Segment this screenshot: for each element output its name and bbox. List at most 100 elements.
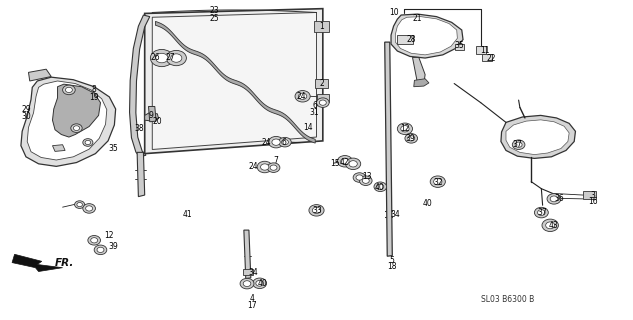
Bar <box>475 46 486 54</box>
Text: 17: 17 <box>248 301 257 310</box>
Text: 39: 39 <box>108 242 118 251</box>
Polygon shape <box>28 69 51 81</box>
Text: 19: 19 <box>89 93 99 102</box>
Ellipse shape <box>312 207 321 213</box>
Text: 13: 13 <box>362 172 372 181</box>
Text: 12: 12 <box>400 124 410 133</box>
Polygon shape <box>385 42 392 256</box>
Ellipse shape <box>337 156 353 167</box>
Ellipse shape <box>85 206 92 211</box>
Text: 43: 43 <box>549 221 559 230</box>
Polygon shape <box>391 14 463 58</box>
Ellipse shape <box>83 139 93 146</box>
Ellipse shape <box>270 165 277 170</box>
Ellipse shape <box>97 247 104 252</box>
Polygon shape <box>153 12 316 149</box>
Text: 21: 21 <box>413 14 422 23</box>
Text: 5: 5 <box>390 256 395 265</box>
Bar <box>316 94 329 102</box>
Ellipse shape <box>309 204 324 216</box>
Text: 9: 9 <box>149 111 153 120</box>
Ellipse shape <box>166 50 186 66</box>
Ellipse shape <box>295 91 310 102</box>
Ellipse shape <box>405 133 418 143</box>
Text: 32: 32 <box>434 178 443 187</box>
Ellipse shape <box>85 140 91 145</box>
Ellipse shape <box>349 161 357 167</box>
Ellipse shape <box>256 280 263 286</box>
Ellipse shape <box>377 184 384 189</box>
Polygon shape <box>501 116 575 158</box>
Ellipse shape <box>298 93 307 100</box>
Text: 33: 33 <box>313 206 323 215</box>
Text: 11: 11 <box>480 45 489 55</box>
Bar <box>398 35 413 44</box>
Text: 40: 40 <box>422 199 432 208</box>
Polygon shape <box>27 81 107 160</box>
Text: 28: 28 <box>406 35 416 44</box>
Text: 27: 27 <box>165 53 175 62</box>
Ellipse shape <box>346 158 361 170</box>
Ellipse shape <box>94 245 107 255</box>
Polygon shape <box>156 21 315 143</box>
Text: 6: 6 <box>312 101 317 110</box>
Text: 8: 8 <box>92 85 97 94</box>
Text: 6: 6 <box>281 138 286 147</box>
Text: 4: 4 <box>249 294 254 303</box>
Text: 40: 40 <box>375 183 384 192</box>
Ellipse shape <box>63 85 75 95</box>
Ellipse shape <box>171 54 182 62</box>
Ellipse shape <box>272 139 280 145</box>
Text: 25: 25 <box>210 14 219 23</box>
Text: 35: 35 <box>108 144 118 153</box>
Ellipse shape <box>534 207 548 218</box>
Polygon shape <box>12 254 63 271</box>
Text: 15: 15 <box>330 159 341 168</box>
Ellipse shape <box>512 140 525 149</box>
Ellipse shape <box>515 142 522 147</box>
Ellipse shape <box>356 175 363 180</box>
Polygon shape <box>145 113 159 121</box>
Ellipse shape <box>546 222 555 229</box>
Text: 3: 3 <box>591 190 596 200</box>
Polygon shape <box>130 15 150 157</box>
Polygon shape <box>244 230 251 278</box>
Text: 7: 7 <box>273 156 278 164</box>
Text: 1: 1 <box>319 22 324 31</box>
Text: 24: 24 <box>249 162 258 171</box>
Text: 14: 14 <box>303 123 313 132</box>
Polygon shape <box>21 77 116 166</box>
Text: 36: 36 <box>554 194 564 203</box>
Ellipse shape <box>73 126 80 131</box>
Ellipse shape <box>83 204 96 213</box>
Text: 26: 26 <box>151 53 160 62</box>
Bar <box>482 53 492 61</box>
Text: 29: 29 <box>21 105 31 114</box>
Ellipse shape <box>319 100 326 105</box>
Text: 34: 34 <box>249 268 258 277</box>
Bar <box>315 79 328 88</box>
Text: 18: 18 <box>387 262 397 271</box>
Text: 30: 30 <box>21 112 31 121</box>
Text: 2: 2 <box>319 79 324 88</box>
Ellipse shape <box>550 196 558 202</box>
Polygon shape <box>506 120 569 155</box>
Ellipse shape <box>362 178 369 183</box>
Polygon shape <box>413 57 425 84</box>
Ellipse shape <box>240 278 254 289</box>
Text: 39: 39 <box>405 134 415 143</box>
Polygon shape <box>53 84 101 137</box>
Text: 42: 42 <box>339 158 349 167</box>
Bar <box>314 20 329 32</box>
Ellipse shape <box>268 136 284 148</box>
Text: 22: 22 <box>486 53 496 62</box>
Ellipse shape <box>341 158 349 164</box>
Bar <box>243 269 253 275</box>
Ellipse shape <box>430 176 446 188</box>
Text: 24: 24 <box>261 138 271 147</box>
Text: SL03 B6300 B: SL03 B6300 B <box>480 295 534 304</box>
Text: 31: 31 <box>310 108 320 117</box>
Text: 35: 35 <box>454 41 464 51</box>
Text: 38: 38 <box>135 124 144 132</box>
Text: 20: 20 <box>153 117 162 126</box>
